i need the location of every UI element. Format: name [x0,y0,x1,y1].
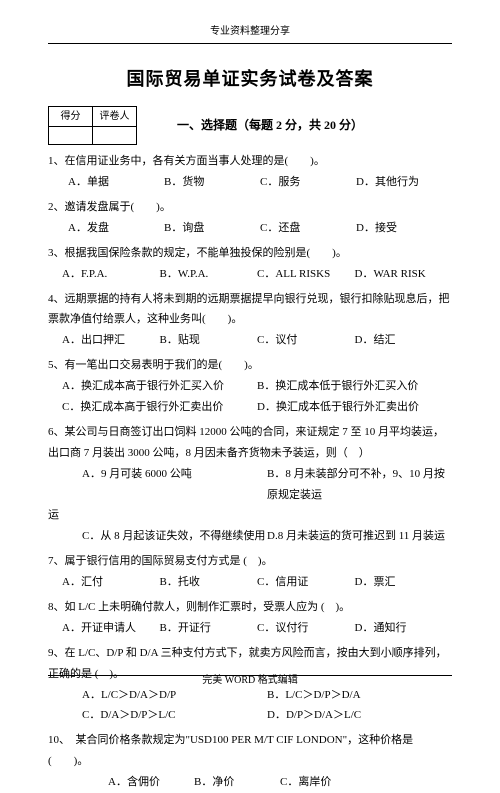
page-title: 国际贸易单证实务试卷及答案 [48,62,452,96]
q10-opt-b: B．净价 [194,772,280,793]
q7-stem: 7、属于银行信用的国际贸易支付方式是 ( )。 [48,551,452,572]
q7-opt-a: A．汇付 [62,572,160,593]
question-2: 2、邀请发盘属于( )。 A．发盘 B．询盘 C．还盘 D．接受 [48,197,452,239]
q8-opt-b: B．开证行 [160,618,258,639]
question-8: 8、如 L/C 上未明确付款人，则制作汇票时，受票人应为 ( )。 A．开证申请… [48,597,452,639]
q3-opt-b: B．W.P.A. [160,264,258,285]
q7-opt-b: B．托收 [160,572,258,593]
q10-stem: 10、 某合同价格条款规定为"USD100 PER M/T CIF LONDON… [48,730,452,772]
header-label: 专业资料整理分享 [48,22,452,41]
q5-opt-d: D．换汇成本低于银行外汇卖出价 [257,397,452,418]
q6-opt-b: B．8 月未装部分可不补，9、10 月按原规定装运 [267,464,452,506]
q2-opt-b: B．询盘 [164,218,260,239]
q5-opt-a: A．换汇成本高于银行外汇买入价 [62,376,257,397]
grader-cell-label: 评卷人 [93,107,137,127]
q3-opt-c: C．ALL RISKS [257,264,355,285]
q9-opt-c: C．D/A＞D/P＞L/C [82,705,267,726]
q7-opt-d: D．票汇 [355,572,453,593]
q1-opt-a: A．单据 [68,172,164,193]
question-4: 4、远期票据的持有人将未到期的远期票据提早向银行兑现，银行扣除贴现息后，把票款净… [48,289,452,352]
score-row: 得分 评卷人 一、选择题（每题 2 分，共 20 分） [48,106,452,145]
grader-cell-blank [93,127,137,145]
q5-opt-c: C．换汇成本高于银行外汇卖出价 [62,397,257,418]
score-table: 得分 评卷人 [48,106,137,145]
q4-stem: 4、远期票据的持有人将未到期的远期票据提早向银行兑现，银行扣除贴现息后，把票款净… [48,289,452,331]
q1-opt-d: D．其他行为 [356,172,452,193]
question-5: 5、有一笔出口交易表明于我们的是( )。 A．换汇成本高于银行外汇买入价 B．换… [48,355,452,418]
q3-opt-d: D．WAR RISK [355,264,453,285]
q1-opt-b: B．货物 [164,172,260,193]
q6-stem: 6、某公司与日商签订出口饲料 12000 公吨的合同，来证规定 7 至 10 月… [48,422,452,464]
score-cell-label: 得分 [49,107,93,127]
footer-label: 完美 WORD 格式编辑 [0,671,500,690]
q2-stem: 2、邀请发盘属于( )。 [48,197,452,218]
q5-opt-b: B．换汇成本低于银行外汇买入价 [257,376,452,397]
score-cell-blank [49,127,93,145]
q2-opt-a: A．发盘 [68,218,164,239]
q7-opt-c: C．信用证 [257,572,355,593]
question-6: 6、某公司与日商签订出口饲料 12000 公吨的合同，来证规定 7 至 10 月… [48,422,452,547]
q2-opt-d: D．接受 [356,218,452,239]
q4-opt-d: D．结汇 [355,330,453,351]
q3-stem: 3、根据我国保险条款的规定，不能单独投保的险别是( )。 [48,243,452,264]
q6-opt-d: D.8 月未装运的货可推迟到 11 月装运 [267,526,452,547]
q1-stem: 1、在信用证业务中，各有关方面当事人处理的是( )。 [48,151,452,172]
q4-opt-a: A．出口押汇 [62,330,160,351]
section-title: 一、选择题（每题 2 分，共 20 分） [177,114,363,137]
q10-opt-a: A．含佣价 [108,772,194,793]
question-7: 7、属于银行信用的国际贸易支付方式是 ( )。 A．汇付 B．托收 C．信用证 … [48,551,452,593]
q8-opt-d: D．通知行 [355,618,453,639]
q8-opt-a: A．开证申请人 [62,618,160,639]
question-10: 10、 某合同价格条款规定为"USD100 PER M/T CIF LONDON… [48,730,452,793]
q6-opt-c: C．从 8 月起该证失效，不得继续使用 [82,526,267,547]
question-1: 1、在信用证业务中，各有关方面当事人处理的是( )。 A．单据 B．货物 C．服… [48,151,452,193]
q4-opt-c: C．议付 [257,330,355,351]
question-3: 3、根据我国保险条款的规定，不能单独投保的险别是( )。 A．F.P.A. B．… [48,243,452,285]
q8-opt-c: C．议付行 [257,618,355,639]
header-rule [48,43,452,44]
q10-opt-c: C．离岸价 [280,772,366,793]
q5-stem: 5、有一笔出口交易表明于我们的是( )。 [48,355,452,376]
q3-opt-a: A．F.P.A. [62,264,160,285]
q2-opt-c: C．还盘 [260,218,356,239]
q6-opt-bx: 运 [48,505,452,526]
q9-opt-d: D．D/P＞D/A＞L/C [267,705,452,726]
q8-stem: 8、如 L/C 上未明确付款人，则制作汇票时，受票人应为 ( )。 [48,597,452,618]
q4-opt-b: B．贴现 [160,330,258,351]
q6-opt-a: A．9 月可装 6000 公吨 [82,464,267,506]
q1-opt-c: C．服务 [260,172,356,193]
